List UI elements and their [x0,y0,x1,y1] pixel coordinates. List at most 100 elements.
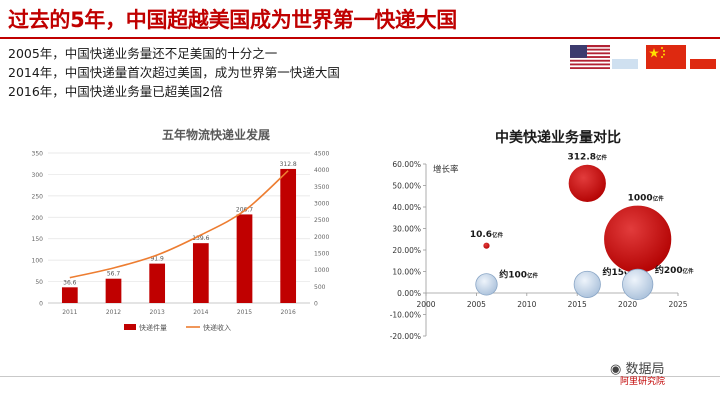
y-tick-label: -10.00% [390,311,421,320]
y-tick-label: 0.00% [397,289,421,298]
x-tick-label: 2025 [668,300,687,309]
y-tick-label: 250 [32,193,44,200]
bubble-value: 约100 [499,269,527,281]
legend-label: 快递收入 [203,323,231,332]
data-label: 312.8 [280,161,297,168]
bar [105,278,122,303]
y-tick-label: 350 [32,151,44,158]
bar-x-axis: 2011 2012 2013 2014 2015 2016 [62,309,296,316]
y-tick-label: -20.00% [390,332,421,341]
y-tick-label: 300 [32,172,44,179]
bubble-unit: 亿件 [492,231,504,239]
y2-tick-label: 4500 [314,151,329,158]
x-tick-label: 2016 [281,309,296,316]
y-tick-label: 150 [32,236,44,243]
x-tick-label: 2014 [193,309,208,316]
watermark-sub: 阿里研究院 [620,377,666,387]
y2-tick-label: 1000 [314,267,329,274]
x-tick-label: 2005 [467,300,486,309]
x-tick-label: 2011 [62,309,77,316]
x-tick-label: 2015 [237,309,252,316]
title-rule [0,37,720,39]
watermark: ◉ 数据局 阿里研究院 [610,358,665,387]
legend-swatch-bar [124,324,136,330]
bar-grid [48,152,310,304]
y-tick-label: 30.00% [392,225,421,234]
y2-tick-label: 4000 [314,167,329,174]
x-tick-label: 2012 [106,309,121,316]
data-label: 56.7 [107,271,121,278]
y2-tick-label: 2500 [314,217,329,224]
y-tick-label: 100 [32,258,44,265]
bar-y-axis-left: 0 50 100 150 200 250 300 350 [32,151,44,308]
bubble-label: 312.8亿件 [568,152,608,162]
x-tick-label: 2015 [568,300,587,309]
bar [149,263,166,303]
bottom-rule [0,376,720,377]
bubble-unit: 亿件 [683,267,695,275]
y2-tick-label: 500 [314,284,326,291]
bubble [603,204,673,274]
y-tick-label: 60.00% [392,160,421,169]
bubble-axes: -20.00% -10.00% 0.00% 10.00% 20.00% 30.00% 40.… [390,160,688,341]
bar [192,243,209,303]
bar [280,168,297,303]
bubble [573,270,601,298]
bubble-value: 1000 [628,193,653,203]
bar-y-axis-right: 0 500 1000 1500 2000 2500 3000 3500 4000 4500 [314,151,329,308]
bubble-chart: 中美快递业务量对比 增长率 -20.00% -10.00% 0.00% 10.00% 2… [390,129,694,341]
x-tick-label: 2013 [150,309,165,316]
y2-tick-label: 3500 [314,184,329,191]
wechat-icon: ◉ [610,362,622,377]
x-tick-label: 2010 [517,300,536,309]
bubble-unit: 亿件 [596,153,608,161]
bubble [622,268,654,301]
y-tick-label: 200 [32,215,44,222]
y2-tick-label: 1500 [314,251,329,258]
bullet-list: 2005年，中国快递业务量还不足美国的十分之一 2014年，中国快递量首次超过美… [8,44,340,101]
y2-tick-label: 2000 [314,234,329,241]
y-axis-label: 增长率 [433,164,459,175]
bubble [567,163,607,203]
bubble [482,241,491,250]
legend-label: 快递件量 [139,323,167,332]
slide-title: 过去的5年，中国超越美国成为世界第一快递大国 [8,8,458,32]
bubble-value: 约200 [655,264,683,276]
y2-tick-label: 0 [314,301,318,308]
bubble [475,273,498,296]
bubble-unit: 亿件 [653,194,665,202]
us-flag-icon [570,45,638,69]
chart-title: 五年物流快递业发展 [162,127,270,142]
bar [61,287,78,303]
y-tick-label: 10.00% [392,268,421,277]
data-label: 91.9 [150,256,164,263]
bullet-item: 2014年，中国快递量首次超过美国，成为世界第一快递大国 [8,65,340,80]
watermark-text: 数据局 [625,362,665,377]
bar [236,214,253,303]
data-label: 139.6 [192,235,209,242]
y-tick-label: 40.00% [392,203,421,212]
bubble-label: 10.6亿件 [470,230,504,240]
bubble-label: 约200亿件 [655,264,694,276]
y-tick-label: 50 [35,279,43,286]
bar-chart: 五年物流快递业发展 0 50 100 150 200 250 300 350 0 500 1000… [32,127,330,332]
line-series [69,170,289,279]
y-tick-label: 50.00% [392,182,421,191]
data-label: 36.6 [63,279,77,286]
y-tick-label: 0 [39,301,43,308]
x-tick-label: 2000 [416,300,435,309]
revenue-line [69,170,289,279]
bullet-item: 2005年，中国快递业务量还不足美国的十分之一 [8,46,278,61]
bubble-label: 约100亿件 [499,269,538,281]
bubble-unit: 亿件 [527,272,539,280]
y-tick-label: 20.00% [392,246,421,255]
y2-tick-label: 3000 [314,201,329,208]
chart-title: 中美快递业务量对比 [495,129,621,146]
china-flag-icon [646,45,716,69]
chart-legend: 快递件量 快递收入 [124,323,231,332]
bubble-value: 312.8 [568,152,596,162]
bubble-label: 1000亿件 [628,193,665,203]
bubble-value: 10.6 [470,230,492,240]
